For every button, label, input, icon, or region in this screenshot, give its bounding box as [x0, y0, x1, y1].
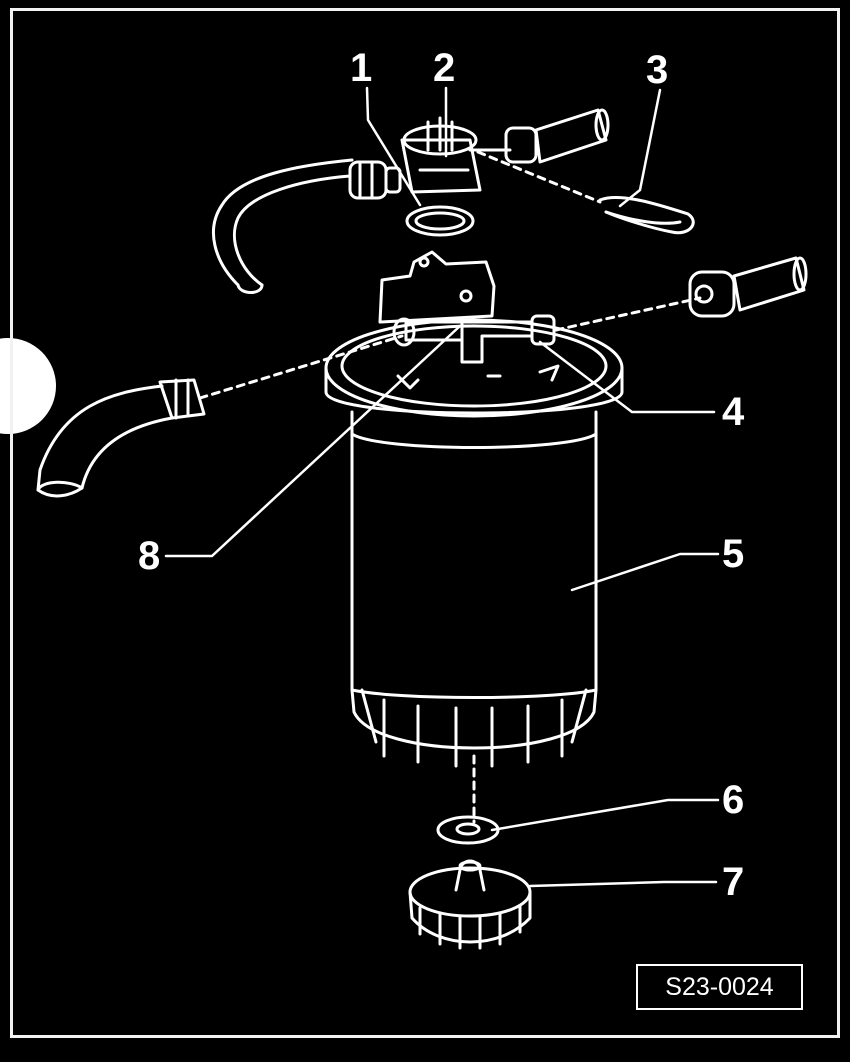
- callout-3: 3: [646, 48, 669, 92]
- leader-8: [164, 324, 462, 558]
- leader-4: [538, 340, 716, 414]
- callout-5: 5: [722, 532, 745, 576]
- figure-reference-label: S23-0024: [636, 964, 803, 1010]
- o-ring-icon: [405, 205, 475, 237]
- hose-upper-right-icon: [554, 256, 808, 332]
- callout-8: 8: [138, 534, 161, 578]
- seal-washer-icon: [436, 815, 500, 845]
- drain-cap-icon: [408, 859, 532, 950]
- callout-4: 4: [722, 390, 745, 434]
- leader-5: [570, 552, 720, 592]
- leader-7: [528, 880, 718, 888]
- callout-2: 2: [433, 46, 456, 90]
- leader-lines: [164, 86, 720, 888]
- leader-6: [490, 798, 720, 832]
- callout-6: 6: [722, 778, 745, 822]
- leader-1: [365, 86, 422, 207]
- connector-block-icon: [400, 108, 610, 194]
- leader-3: [618, 88, 662, 208]
- hose-upper-left-icon: [212, 158, 402, 294]
- hose-lower-left-icon: [36, 334, 404, 498]
- diagram-frame: [10, 8, 840, 1038]
- clip-icon: [476, 150, 695, 235]
- fuel-filter-icon: [324, 318, 624, 824]
- callout-1: 1: [350, 46, 373, 90]
- callout-7: 7: [722, 860, 745, 904]
- valve-bracket-icon: [378, 250, 556, 378]
